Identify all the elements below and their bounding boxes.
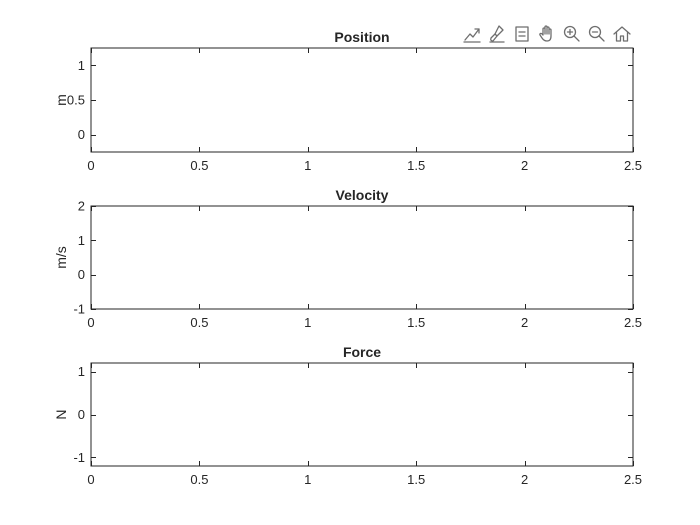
x-tick-label: 2.5 bbox=[624, 158, 642, 173]
zoom-out-icon bbox=[588, 25, 605, 42]
y-tick-label: 2 bbox=[78, 199, 85, 214]
x-tick-label: 1.5 bbox=[407, 158, 425, 173]
x-tick-label: 0 bbox=[87, 158, 94, 173]
axes-title: Position bbox=[334, 29, 389, 45]
legend-icon bbox=[515, 26, 529, 42]
y-tick-label: -1 bbox=[73, 450, 85, 465]
x-tick-label: 2.5 bbox=[624, 315, 642, 330]
y-axis-label: m/s bbox=[53, 246, 69, 269]
y-tick-label: 0 bbox=[78, 407, 85, 422]
zoom-in-icon bbox=[563, 25, 580, 42]
x-tick-label: 1.5 bbox=[407, 315, 425, 330]
x-tick-label: 1 bbox=[304, 315, 311, 330]
x-tick-label: 0.5 bbox=[190, 472, 208, 487]
brush-icon bbox=[489, 25, 505, 43]
pan-icon bbox=[539, 25, 552, 42]
data-tips-button[interactable] bbox=[460, 22, 484, 46]
x-tick-label: 0.5 bbox=[190, 315, 208, 330]
y-tick-label: 1 bbox=[78, 58, 85, 73]
y-axis-label: m bbox=[53, 94, 69, 106]
x-tick-label: 1.5 bbox=[407, 472, 425, 487]
x-tick-label: 0 bbox=[87, 315, 94, 330]
y-tick-label: 0 bbox=[78, 267, 85, 282]
x-tick-label: 2 bbox=[521, 158, 528, 173]
x-tick-label: 1 bbox=[304, 472, 311, 487]
x-tick-label: 0.5 bbox=[190, 158, 208, 173]
x-tick-label: 1 bbox=[304, 158, 311, 173]
data-tips-icon bbox=[463, 28, 481, 43]
y-axis-label: N bbox=[53, 409, 69, 419]
restore-view-button[interactable] bbox=[610, 22, 634, 46]
x-tick-label: 2.5 bbox=[624, 472, 642, 487]
axes-box bbox=[90, 362, 634, 467]
y-tick-label: 1 bbox=[78, 364, 85, 379]
axes-title: Velocity bbox=[336, 187, 389, 203]
axes-box bbox=[90, 47, 634, 153]
axes-title: Force bbox=[343, 344, 381, 360]
legend-button[interactable] bbox=[510, 22, 534, 46]
zoom-in-button[interactable] bbox=[560, 22, 584, 46]
y-tick-label: 1 bbox=[78, 233, 85, 248]
axes-position: 0 0.5 1 1.5 2 2.5 0 0.5 1 Position m bbox=[53, 29, 642, 173]
y-tick-label: 0.5 bbox=[67, 93, 85, 108]
x-tick-label: 0 bbox=[87, 472, 94, 487]
x-tick-label: 2 bbox=[521, 315, 528, 330]
home-icon bbox=[613, 26, 631, 42]
y-tick-label: -1 bbox=[73, 302, 85, 317]
x-tick-label: 2 bbox=[521, 472, 528, 487]
y-tick-label: 0 bbox=[78, 127, 85, 142]
axes-toolbar bbox=[460, 22, 634, 46]
zoom-out-button[interactable] bbox=[585, 22, 609, 46]
axes-box bbox=[90, 205, 634, 310]
brush-button[interactable] bbox=[485, 22, 509, 46]
pan-button[interactable] bbox=[535, 22, 559, 46]
